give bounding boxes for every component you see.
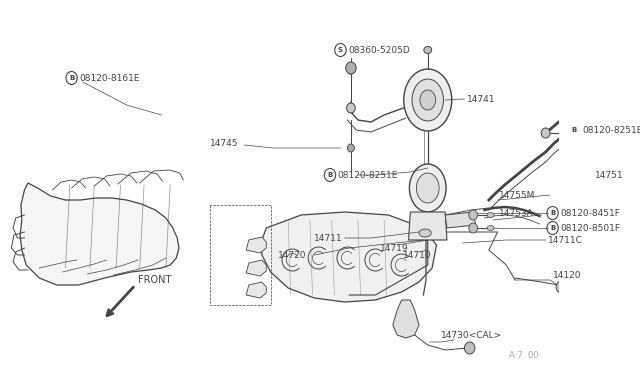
Ellipse shape: [412, 79, 444, 121]
Polygon shape: [393, 300, 419, 338]
Polygon shape: [445, 212, 476, 228]
Text: 08120-8451F: 08120-8451F: [561, 208, 620, 218]
Circle shape: [348, 144, 355, 152]
Circle shape: [541, 128, 550, 138]
Text: 14730<CAL>: 14730<CAL>: [441, 331, 502, 340]
Text: 08360-5205D: 08360-5205D: [348, 45, 410, 55]
Ellipse shape: [424, 46, 432, 54]
Ellipse shape: [419, 229, 431, 237]
Polygon shape: [408, 212, 447, 240]
Text: B: B: [572, 127, 577, 133]
Circle shape: [348, 66, 355, 74]
Circle shape: [346, 62, 356, 74]
Polygon shape: [262, 212, 436, 302]
Polygon shape: [246, 237, 266, 253]
Text: 14751: 14751: [595, 170, 624, 180]
Circle shape: [468, 223, 477, 233]
Text: FRONT: FRONT: [138, 275, 172, 285]
Text: 14745: 14745: [209, 138, 238, 148]
Text: 08120-8161E: 08120-8161E: [79, 74, 140, 83]
Text: 14719: 14719: [380, 244, 408, 253]
Circle shape: [568, 130, 576, 140]
Text: 14710: 14710: [403, 250, 432, 260]
Ellipse shape: [404, 69, 452, 131]
Ellipse shape: [410, 164, 446, 212]
Circle shape: [465, 342, 475, 354]
Text: 14711: 14711: [314, 234, 343, 243]
Text: B: B: [550, 225, 556, 231]
Polygon shape: [20, 183, 179, 285]
Text: S: S: [338, 47, 343, 53]
Text: 14753A: 14753A: [499, 208, 534, 218]
Ellipse shape: [417, 173, 439, 203]
Text: 08120-8501F: 08120-8501F: [561, 224, 620, 232]
Text: 08120-8251E: 08120-8251E: [338, 170, 398, 180]
Text: 14755M: 14755M: [499, 190, 536, 199]
Text: 14120: 14120: [552, 272, 581, 280]
Text: 08120-8251E: 08120-8251E: [582, 125, 640, 135]
Circle shape: [347, 103, 355, 113]
Ellipse shape: [420, 90, 436, 110]
Ellipse shape: [487, 212, 494, 218]
Polygon shape: [246, 260, 266, 276]
Polygon shape: [246, 282, 266, 298]
Circle shape: [556, 281, 566, 293]
Text: 14720: 14720: [278, 250, 306, 260]
Text: A·7  00·: A·7 00·: [509, 351, 541, 360]
Circle shape: [468, 210, 477, 220]
Text: B: B: [69, 75, 74, 81]
Text: 14741: 14741: [467, 94, 495, 103]
Text: B: B: [550, 210, 556, 216]
Text: B: B: [327, 172, 333, 178]
Text: 14711C: 14711C: [548, 235, 583, 244]
Ellipse shape: [487, 225, 494, 231]
